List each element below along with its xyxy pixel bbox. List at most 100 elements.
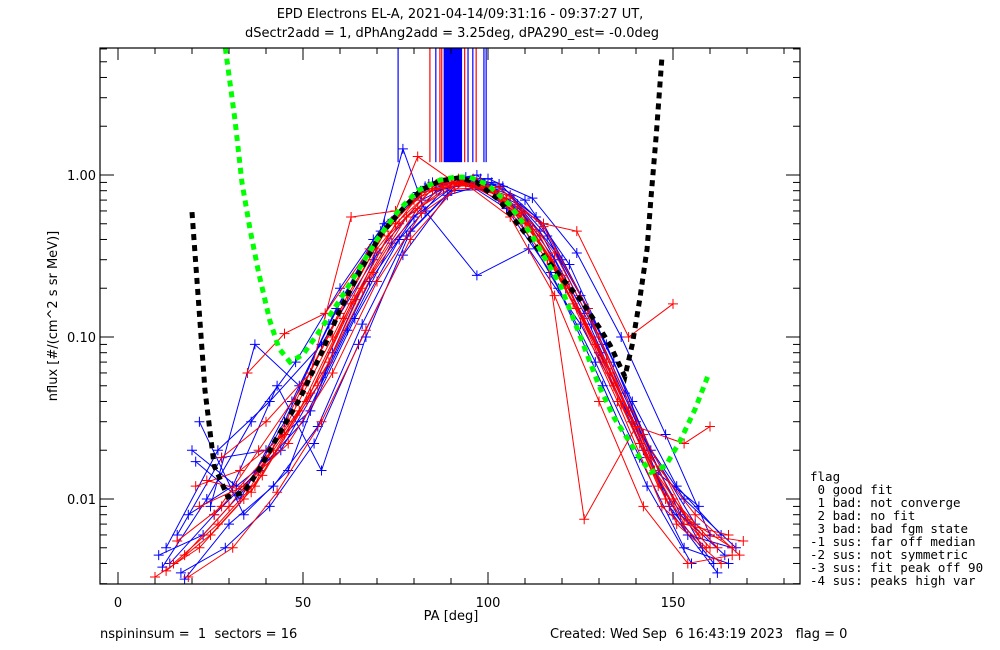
red-spectrum-marker (253, 445, 264, 456)
red-spectrum-marker (549, 290, 560, 301)
red-spectrum-marker (168, 558, 179, 569)
plot-frame (99, 47, 801, 585)
blue-spectrum-line (210, 174, 700, 507)
y-tick-label: 1.00 (67, 169, 96, 184)
red-spectrum-marker (405, 234, 416, 245)
x-axis-ticks (117, 48, 785, 584)
red-spectrum-marker (305, 388, 316, 399)
blue-spectrum-marker (627, 396, 638, 407)
blue-spectrum-marker (272, 380, 283, 391)
red-spectrum-marker (216, 452, 227, 463)
red-spectrum-marker (172, 536, 183, 547)
black-fit-curve (189, 57, 665, 500)
red-spectrum-marker (668, 298, 678, 309)
red-spectrum-marker (183, 572, 194, 583)
blue-spectrum-marker (161, 542, 172, 553)
legend-item: 1 bad: not converge (810, 495, 961, 510)
green-fit-curve (222, 48, 711, 476)
legend-item: -4 sus: peaks high var (810, 573, 976, 588)
blue-spectrum-marker (660, 429, 671, 440)
footer-sector-info: nspininsum = 1 sectors = 16 (100, 627, 298, 642)
blue-spectrum-marker (264, 396, 275, 407)
red-spectrum-marker (216, 501, 227, 512)
red-spectrum-marker (494, 182, 505, 193)
flag-legend: flag 0 good fit 1 bad: not converge 2 ba… (810, 470, 983, 587)
red-spectrum-marker (690, 509, 701, 520)
blue-spectrum-marker (205, 501, 216, 512)
blue-spectrum-marker (693, 501, 704, 512)
red-spectrum-line (154, 183, 733, 578)
blue-spectrum-marker (642, 481, 653, 492)
red-spectrum-marker (705, 421, 715, 432)
legend-title: flag (810, 469, 841, 484)
red-spectrum-marker (727, 542, 738, 553)
blue-spectrum-marker (175, 567, 186, 578)
vertical-spikes (397, 48, 487, 163)
fit-curves (189, 48, 711, 500)
red-spectrum-marker (179, 550, 190, 561)
legend-item: -2 sus: not symmetric (810, 547, 969, 562)
red-spectrum-marker (723, 529, 734, 540)
y-axis-label: nflux [#/(cm^2 s sr MeV)] (46, 231, 61, 401)
plot-area (150, 48, 749, 584)
blue-spectrum-line (188, 183, 722, 536)
red-spectrum-marker (616, 400, 627, 411)
footer-created-info: Created: Wed Sep 6 16:43:19 2023 flag = … (550, 627, 848, 642)
red-spectrum-marker (705, 542, 715, 553)
spectra-red-series (150, 151, 749, 583)
y-tick-label: 0.01 (67, 493, 96, 508)
red-spectrum-marker (594, 396, 604, 407)
blue-spectrum-marker (309, 438, 320, 449)
blue-spectrum-marker (268, 481, 279, 492)
red-spectrum-line (176, 185, 711, 549)
red-spectrum-marker (190, 481, 201, 492)
x-axis-label: PA [deg] (424, 609, 479, 624)
red-spectrum-marker (734, 550, 745, 561)
red-spectrum-marker (283, 438, 294, 449)
red-spectrum-marker (671, 519, 682, 530)
legend-item: 3 bad: bad fgm state (810, 521, 969, 536)
blue-spectrum-marker (471, 270, 482, 281)
red-spectrum-marker (242, 367, 253, 378)
red-spectrum-marker (416, 208, 427, 219)
red-spectrum-marker (372, 276, 382, 287)
red-spectrum-marker (346, 212, 357, 223)
red-spectrum-marker (227, 542, 238, 553)
x-tick-label: 100 (476, 596, 501, 611)
blue-spectrum-marker (590, 357, 601, 368)
red-spectrum-marker (738, 536, 749, 547)
y-tick-label: 0.10 (67, 331, 96, 346)
red-spectrum-line (184, 183, 718, 556)
blue-spectrum-marker (194, 416, 205, 427)
blue-spectrum-marker (153, 550, 164, 561)
x-tick-label: 150 (661, 596, 686, 611)
chart-title-line2: dSectr2add = 1, dPhAng2add = 3.25deg, dP… (245, 26, 659, 41)
red-spectrum-line (195, 180, 729, 536)
legend-item: -1 sus: far off median (810, 534, 976, 549)
red-spectrum-marker (249, 481, 260, 492)
red-spectrum-marker (638, 501, 649, 512)
blue-spectrum-marker (249, 339, 260, 350)
red-spectrum-marker (201, 475, 212, 486)
blue-spectrum-marker (679, 542, 690, 553)
blue-spectrum-marker (316, 465, 327, 476)
red-spectrum-marker (579, 514, 590, 525)
blue-spectrum-marker (190, 456, 201, 467)
red-spectrum-marker (549, 248, 560, 259)
legend-item: 2 bad: no fit (810, 508, 916, 523)
red-spectrum-marker (682, 558, 693, 569)
red-spectrum-marker (360, 325, 371, 336)
blue-spectrum-marker (183, 509, 194, 520)
red-spectrum-marker (538, 221, 549, 232)
legend-item: -3 sus: fit peak off 90 (810, 560, 984, 575)
red-spectrum-marker (638, 429, 649, 440)
red-spectrum-marker (368, 267, 379, 278)
red-spectrum-marker (316, 416, 327, 427)
blue-spectrum-marker (571, 248, 582, 259)
red-spectrum-marker (261, 416, 271, 427)
blue-spectrum-line (184, 188, 718, 580)
x-tick-label: 0 (114, 596, 122, 611)
blue-spectrum-marker (712, 567, 723, 578)
red-spectrum-marker (298, 380, 308, 391)
